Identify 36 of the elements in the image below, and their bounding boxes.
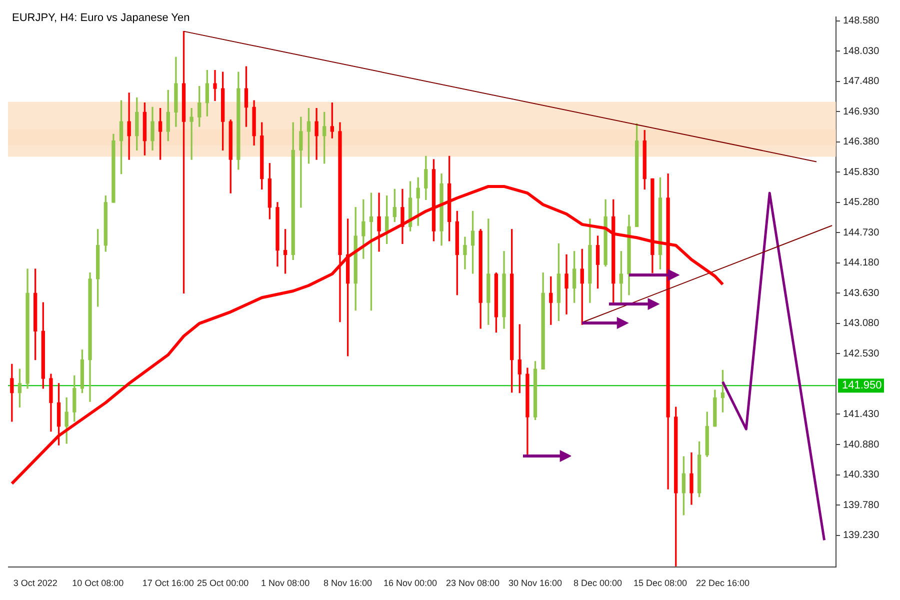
candlestick xyxy=(127,92,131,160)
y-tick-label: 143.080 xyxy=(843,318,880,330)
y-tick-label: 143.630 xyxy=(843,288,880,299)
y-tick-label: 144.730 xyxy=(843,227,880,238)
y-tick-label: 145.280 xyxy=(843,197,880,208)
x-tick-label: 25 Oct 00:00 xyxy=(197,578,249,588)
x-tick-label: 10 Oct 08:00 xyxy=(72,578,124,588)
x-tick-label: 23 Nov 08:00 xyxy=(446,578,500,588)
y-tick-label: 145.830 xyxy=(843,166,880,178)
y-tick-label: 142.530 xyxy=(843,348,880,360)
y-tick-label: 140.330 xyxy=(843,470,880,481)
y-tick-label: 148.580 xyxy=(843,16,880,27)
x-tick-label: 16 Nov 00:00 xyxy=(384,578,438,588)
x-tick-label: 1 Nov 08:00 xyxy=(261,578,310,588)
y-tick-label: 139.230 xyxy=(843,530,880,542)
x-tick-label: 8 Nov 16:00 xyxy=(324,578,372,588)
y-tick-label: 148.030 xyxy=(843,46,880,57)
y-tick-label: 146.930 xyxy=(843,106,880,118)
y-tick-label: 146.380 xyxy=(843,136,880,148)
x-tick-label: 17 Oct 16:00 xyxy=(142,578,194,588)
y-tick-label: 141.430 xyxy=(843,408,880,420)
x-tick-label: 8 Dec 00:00 xyxy=(573,578,622,588)
x-tick-label: 22 Dec 16:00 xyxy=(696,578,750,588)
x-tick-label: 3 Oct 2022 xyxy=(13,578,58,588)
candlestick xyxy=(213,70,217,101)
y-tick-label: 144.180 xyxy=(843,258,880,269)
y-tick-label: 139.780 xyxy=(843,500,880,511)
candlestick xyxy=(299,116,303,208)
x-tick-label: 30 Nov 16:00 xyxy=(508,578,562,588)
chart-title: EURJPY, H4: Euro vs Japanese Yen xyxy=(12,12,190,24)
candlestick xyxy=(190,108,194,160)
y-tick-label: 147.480 xyxy=(843,76,880,88)
candlestick xyxy=(564,254,568,314)
y-tick-label: 140.880 xyxy=(843,439,880,450)
ref-line-label: 141.950 xyxy=(842,380,882,392)
x-tick-label: 15 Dec 08:00 xyxy=(633,578,688,588)
